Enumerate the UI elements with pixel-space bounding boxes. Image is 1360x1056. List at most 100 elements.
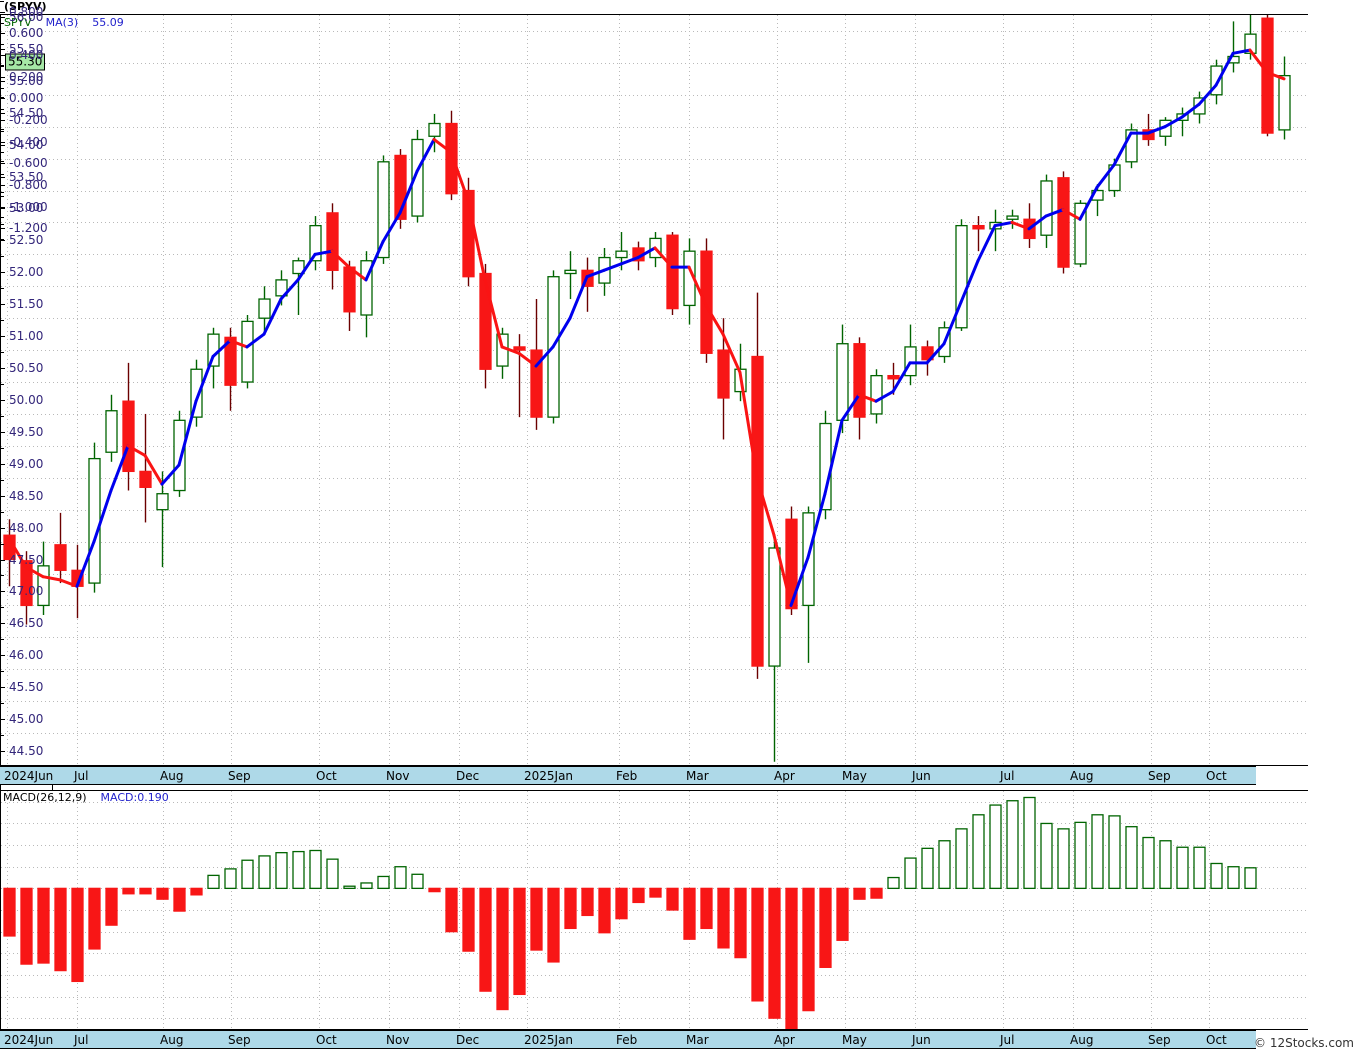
macd-histogram-bar — [1176, 846, 1189, 890]
ma3-segment — [925, 342, 946, 365]
macd-chart-canvas[interactable] — [1, 791, 1307, 1029]
candle-body — [904, 346, 917, 377]
legend-ma-label: MA(3) — [45, 16, 79, 29]
date-axis-label: 2025Jan — [524, 769, 574, 783]
macd-axis-tick — [0, 55, 5, 57]
candle-body — [479, 272, 492, 370]
price-axis-label: 50.00 — [9, 392, 44, 407]
ma3-segment — [721, 332, 742, 374]
price-axis-minor-tick — [0, 64, 4, 66]
ma3-segment — [1061, 208, 1082, 221]
ma3-segment — [976, 224, 997, 263]
ma3-segment — [500, 345, 521, 355]
macd-histogram-bar — [292, 850, 305, 890]
candle-body — [615, 250, 628, 259]
price-axis-label: 48.50 — [9, 488, 44, 503]
macd-histogram-bar — [1006, 800, 1019, 890]
ma3-segment — [891, 361, 912, 394]
macd-histogram-bar — [802, 887, 815, 1012]
macd-histogram-bar — [122, 887, 135, 895]
macd-histogram-bar — [207, 874, 220, 890]
price-axis-label: 56.00 — [9, 9, 44, 24]
date-axis-label: Feb — [616, 1033, 638, 1047]
ma3-segment — [1265, 70, 1286, 81]
macd-histogram-bar — [445, 887, 458, 933]
candle-body — [394, 154, 407, 220]
macd-histogram-bar — [683, 887, 696, 940]
price-axis-tick — [0, 144, 5, 146]
price-axis-tick — [0, 463, 5, 465]
candle-body — [785, 518, 798, 610]
price-chart-panel[interactable] — [0, 14, 1308, 766]
candle-body — [105, 410, 118, 453]
date-axis-label: Sep — [1148, 1033, 1171, 1047]
macd-axis-label: -1.000 — [9, 199, 48, 214]
macd-histogram-bar — [751, 887, 764, 1002]
ma3-segment — [857, 393, 878, 403]
candle-body — [292, 260, 305, 275]
ma3-segment — [619, 256, 640, 266]
candle-body — [428, 122, 441, 137]
date-axis-label: Mar — [686, 769, 709, 783]
date-axis-label: 2024Jun — [4, 769, 54, 783]
macd-axis-tick — [0, 11, 5, 13]
price-axis-tick — [0, 399, 5, 401]
price-axis-label: 53.00 — [9, 201, 44, 216]
price-axis-minor-tick — [0, 639, 4, 641]
candle-body — [1193, 97, 1206, 115]
candle-body — [326, 212, 339, 271]
ma3-segment — [160, 463, 181, 486]
ma3-segment — [41, 575, 62, 582]
ma3-segment — [653, 246, 674, 269]
date-axis-label: Sep — [228, 1033, 251, 1047]
ma3-segment — [415, 137, 436, 173]
price-axis-minor-tick — [0, 671, 4, 673]
ma3-overlay-line — [7, 48, 1286, 607]
price-axis-minor-tick — [0, 192, 4, 194]
candle-body — [122, 400, 135, 473]
macd-histogram-bar — [139, 887, 152, 895]
macd-histogram-bar — [88, 887, 101, 950]
candle-body — [1244, 33, 1257, 54]
date-axis-label: Jul — [74, 1033, 89, 1047]
candle-body — [836, 343, 849, 421]
macd-histogram-bar — [700, 887, 713, 930]
candle-body — [1278, 74, 1291, 131]
price-axis-minor-tick — [0, 224, 4, 226]
date-axis-label: Oct — [316, 1033, 337, 1047]
macd-histogram-bar — [105, 887, 118, 926]
macd-axis-label: -0.400 — [9, 134, 48, 149]
macd-histogram-bar — [717, 887, 730, 949]
macd-histogram-bar — [1125, 826, 1138, 890]
macd-histogram-bar — [632, 887, 645, 904]
candle-body — [1074, 202, 1087, 265]
date-axis-label: Nov — [386, 769, 410, 783]
macd-histogram-bar — [972, 814, 985, 890]
price-axis-label: 55.50 — [9, 41, 44, 56]
candle-body — [360, 260, 373, 316]
candle-body — [768, 547, 781, 667]
price-axis-tick — [0, 208, 5, 210]
price-axis-minor-tick — [0, 32, 4, 34]
macd-histogram-bar — [20, 887, 33, 965]
macd-axis-tick — [0, 184, 5, 186]
price-axis-tick — [0, 527, 5, 529]
price-axis-tick — [0, 495, 5, 497]
macd-legend: MACD(26,12,9) MACD:0.190 — [3, 791, 169, 804]
price-axis-minor-tick — [0, 352, 4, 354]
price-axis-label: 44.50 — [9, 744, 44, 758]
copyright-credit: © 12Stocks.com — [1254, 1036, 1354, 1050]
price-axis-minor-tick — [0, 511, 4, 513]
macd-histogram-bar — [1074, 821, 1087, 890]
price-axis-label: 54.00 — [9, 137, 44, 152]
ma3-segment — [1078, 185, 1099, 221]
price-chart-canvas[interactable] — [1, 15, 1307, 765]
candle-body — [156, 493, 169, 511]
ma3-segment — [687, 265, 708, 307]
price-axis-minor-tick — [0, 320, 4, 322]
macd-histogram-bar — [309, 849, 322, 890]
macd-axis-label: 0.800 — [9, 4, 44, 19]
price-axis-label: 48.00 — [9, 520, 44, 535]
candle-body — [1142, 129, 1155, 141]
macd-chart-panel[interactable] — [0, 790, 1308, 1030]
